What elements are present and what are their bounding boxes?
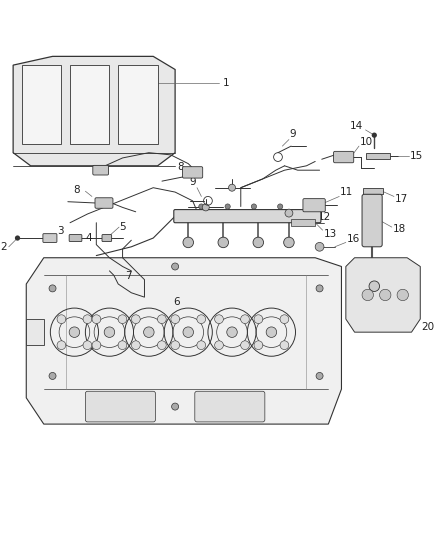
FancyBboxPatch shape bbox=[174, 209, 321, 223]
Text: 14: 14 bbox=[350, 120, 364, 131]
Circle shape bbox=[199, 204, 204, 209]
Text: 17: 17 bbox=[395, 193, 408, 204]
Circle shape bbox=[369, 281, 380, 292]
Circle shape bbox=[49, 373, 56, 379]
Circle shape bbox=[218, 237, 229, 248]
Circle shape bbox=[92, 315, 101, 324]
Circle shape bbox=[118, 315, 127, 324]
Polygon shape bbox=[22, 65, 61, 144]
Text: 19: 19 bbox=[393, 286, 406, 296]
Text: 20: 20 bbox=[421, 322, 434, 332]
Circle shape bbox=[171, 341, 180, 350]
FancyBboxPatch shape bbox=[93, 165, 109, 175]
Circle shape bbox=[254, 315, 263, 324]
FancyBboxPatch shape bbox=[362, 194, 382, 247]
Text: 5: 5 bbox=[120, 222, 126, 232]
Circle shape bbox=[266, 327, 277, 337]
Circle shape bbox=[284, 237, 294, 248]
FancyBboxPatch shape bbox=[183, 167, 203, 178]
Circle shape bbox=[316, 373, 323, 379]
Text: 16: 16 bbox=[347, 234, 360, 244]
Circle shape bbox=[225, 204, 230, 209]
Circle shape bbox=[92, 341, 101, 350]
Circle shape bbox=[380, 289, 391, 301]
Polygon shape bbox=[291, 219, 315, 226]
Circle shape bbox=[197, 341, 205, 350]
Polygon shape bbox=[26, 258, 342, 424]
Circle shape bbox=[49, 285, 56, 292]
Polygon shape bbox=[70, 65, 110, 144]
Circle shape bbox=[183, 327, 194, 337]
Text: 8: 8 bbox=[74, 185, 80, 195]
FancyBboxPatch shape bbox=[303, 199, 325, 212]
Circle shape bbox=[229, 184, 236, 191]
Circle shape bbox=[215, 341, 223, 350]
Polygon shape bbox=[346, 258, 420, 332]
Text: 13: 13 bbox=[324, 229, 337, 239]
Text: 11: 11 bbox=[340, 187, 353, 197]
Circle shape bbox=[131, 341, 140, 350]
Text: 12: 12 bbox=[318, 213, 332, 222]
Text: 4: 4 bbox=[85, 233, 92, 243]
Circle shape bbox=[158, 315, 166, 324]
Circle shape bbox=[104, 327, 115, 337]
Circle shape bbox=[240, 341, 249, 350]
Circle shape bbox=[285, 209, 293, 217]
Circle shape bbox=[197, 315, 205, 324]
Circle shape bbox=[227, 327, 237, 337]
Text: 9: 9 bbox=[189, 177, 196, 188]
Circle shape bbox=[251, 204, 257, 209]
Text: 15: 15 bbox=[410, 151, 424, 161]
Circle shape bbox=[215, 315, 223, 324]
Circle shape bbox=[253, 237, 264, 248]
FancyBboxPatch shape bbox=[85, 391, 155, 422]
Text: 7: 7 bbox=[125, 271, 131, 281]
Circle shape bbox=[397, 289, 409, 301]
Circle shape bbox=[315, 243, 324, 251]
Text: 10: 10 bbox=[360, 137, 373, 147]
Circle shape bbox=[254, 341, 263, 350]
Circle shape bbox=[183, 237, 194, 248]
Circle shape bbox=[83, 341, 92, 350]
Circle shape bbox=[118, 341, 127, 350]
Text: 18: 18 bbox=[393, 224, 406, 235]
Circle shape bbox=[304, 204, 309, 209]
Circle shape bbox=[372, 133, 377, 138]
Circle shape bbox=[280, 341, 289, 350]
Text: 1: 1 bbox=[223, 78, 230, 87]
Polygon shape bbox=[367, 152, 390, 159]
Text: 6: 6 bbox=[173, 296, 180, 306]
FancyBboxPatch shape bbox=[334, 151, 354, 163]
Circle shape bbox=[172, 403, 179, 410]
Circle shape bbox=[362, 289, 374, 301]
Circle shape bbox=[316, 285, 323, 292]
Circle shape bbox=[202, 204, 209, 211]
Polygon shape bbox=[26, 319, 44, 345]
Circle shape bbox=[240, 315, 249, 324]
Circle shape bbox=[280, 315, 289, 324]
FancyBboxPatch shape bbox=[102, 235, 112, 241]
Text: 3: 3 bbox=[57, 225, 64, 236]
Text: 8: 8 bbox=[177, 161, 184, 172]
Circle shape bbox=[83, 315, 92, 324]
Circle shape bbox=[57, 341, 66, 350]
Text: 2: 2 bbox=[0, 242, 7, 252]
Circle shape bbox=[171, 315, 180, 324]
Circle shape bbox=[131, 315, 140, 324]
Polygon shape bbox=[364, 188, 383, 194]
Polygon shape bbox=[118, 65, 158, 144]
Polygon shape bbox=[13, 56, 175, 166]
Circle shape bbox=[15, 236, 20, 241]
Circle shape bbox=[172, 263, 179, 270]
FancyBboxPatch shape bbox=[195, 391, 265, 422]
Text: 9: 9 bbox=[289, 130, 296, 139]
FancyBboxPatch shape bbox=[43, 233, 57, 243]
Circle shape bbox=[158, 341, 166, 350]
FancyBboxPatch shape bbox=[69, 235, 82, 241]
Circle shape bbox=[278, 204, 283, 209]
Circle shape bbox=[69, 327, 80, 337]
Circle shape bbox=[57, 315, 66, 324]
Circle shape bbox=[144, 327, 154, 337]
FancyBboxPatch shape bbox=[95, 198, 113, 208]
